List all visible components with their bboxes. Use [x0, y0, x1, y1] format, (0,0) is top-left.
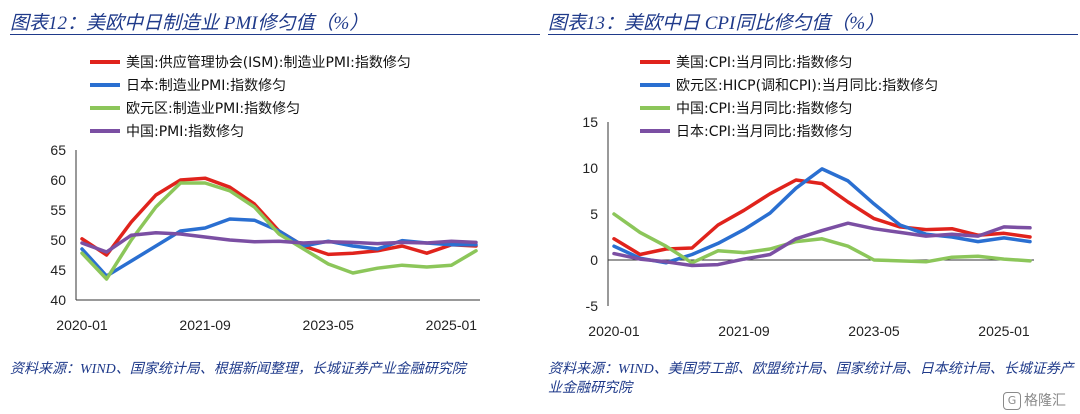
y-tick-label: 15 — [582, 114, 598, 130]
legend-item: 日本:CPI:当月同比:指数修匀 — [640, 124, 853, 140]
legend-label: 日本:制造业PMI:指数修匀 — [126, 78, 286, 94]
x-tick-label: 2025-01 — [978, 323, 1030, 339]
x-tick-label: 2020-01 — [56, 317, 108, 333]
title-rule — [548, 34, 1078, 35]
legend-label: 美国:供应管理协会(ISM):制造业PMI:指数修匀 — [126, 54, 411, 71]
watermark-logo-icon: G — [1003, 392, 1021, 410]
y-tick-label: 60 — [50, 172, 66, 188]
legend-item: 美国:CPI:当月同比:指数修匀 — [640, 55, 853, 71]
legend-label: 美国:CPI:当月同比:指数修匀 — [676, 55, 853, 71]
legend-label: 欧元区:制造业PMI:指数修匀 — [126, 101, 300, 117]
chart-source: 资料来源：WIND、国家统计局、根据新闻整理，长城证券产业金融研究院 — [10, 362, 466, 377]
legend-item: 美国:供应管理协会(ISM):制造业PMI:指数修匀 — [90, 54, 411, 71]
legend-label: 中国:CPI:当月同比:指数修匀 — [676, 101, 853, 117]
cpi-chart: -5 0 5 10 15 2020-01 2021-09 2023-05 2025-01 美国:C… — [582, 55, 1034, 339]
chart-title: 图表12：美欧中日制造业 PMI修匀值（%） — [10, 13, 369, 34]
y-tick-label: -5 — [586, 298, 599, 314]
y-tick-label: 50 — [50, 232, 66, 248]
title-rule — [10, 34, 540, 35]
legend-label: 中国:PMI:指数修匀 — [126, 124, 244, 140]
legend-item: 欧元区:制造业PMI:指数修匀 — [90, 101, 300, 117]
pmi-chart: 40 45 50 55 60 65 2020-01 2021-09 2023-05 2025-01… — [50, 54, 480, 333]
series-line — [80, 231, 478, 254]
y-tick-label: 0 — [590, 252, 598, 268]
legend-item: 日本:制造业PMI:指数修匀 — [90, 78, 286, 94]
chart-source: 资料来源：WIND、美国劳工部、欧盟统计局、国家统计局、日本统计局、长城证券产业… — [548, 362, 1074, 396]
y-tick-label: 10 — [582, 160, 598, 176]
series-line — [612, 212, 1032, 265]
y-tick-label: 40 — [50, 292, 66, 308]
watermark-text: 格隆汇 — [1024, 393, 1066, 409]
legend-item: 中国:PMI:指数修匀 — [90, 124, 244, 140]
x-tick-label: 2025-01 — [426, 317, 478, 333]
y-tick-label: 5 — [590, 206, 598, 222]
y-tick-label: 45 — [50, 262, 66, 278]
chart-title: 图表13：美欧中日 CPI同比修匀值（%） — [548, 13, 885, 34]
pmi-chart-panel: 图表12：美欧中日制造业 PMI修匀值（%） 40 45 50 55 60 65 2020-… — [10, 0, 540, 414]
x-tick-label: 2021-09 — [718, 323, 770, 339]
x-tick-label: 2023-05 — [303, 317, 355, 333]
watermark: G 格隆汇 — [1003, 390, 1066, 410]
y-tick-label: 55 — [50, 202, 66, 218]
x-tick-label: 2023-05 — [848, 323, 900, 339]
legend-item: 中国:CPI:当月同比:指数修匀 — [640, 101, 853, 117]
y-tick-label: 65 — [50, 142, 66, 158]
legend-item: 欧元区:HICP(调和CPI):当月同比:指数修匀 — [640, 78, 938, 94]
legend-label: 日本:CPI:当月同比:指数修匀 — [676, 124, 853, 140]
series-line — [612, 221, 1032, 268]
x-tick-label: 2020-01 — [588, 323, 640, 339]
x-tick-label: 2021-09 — [179, 317, 231, 333]
cpi-chart-panel: 图表13：美欧中日 CPI同比修匀值（%） -5 0 5 10 15 2020-01 202… — [548, 0, 1078, 414]
legend-label: 欧元区:HICP(调和CPI):当月同比:指数修匀 — [676, 78, 938, 94]
series-line — [612, 178, 1032, 257]
series-line — [80, 181, 478, 281]
